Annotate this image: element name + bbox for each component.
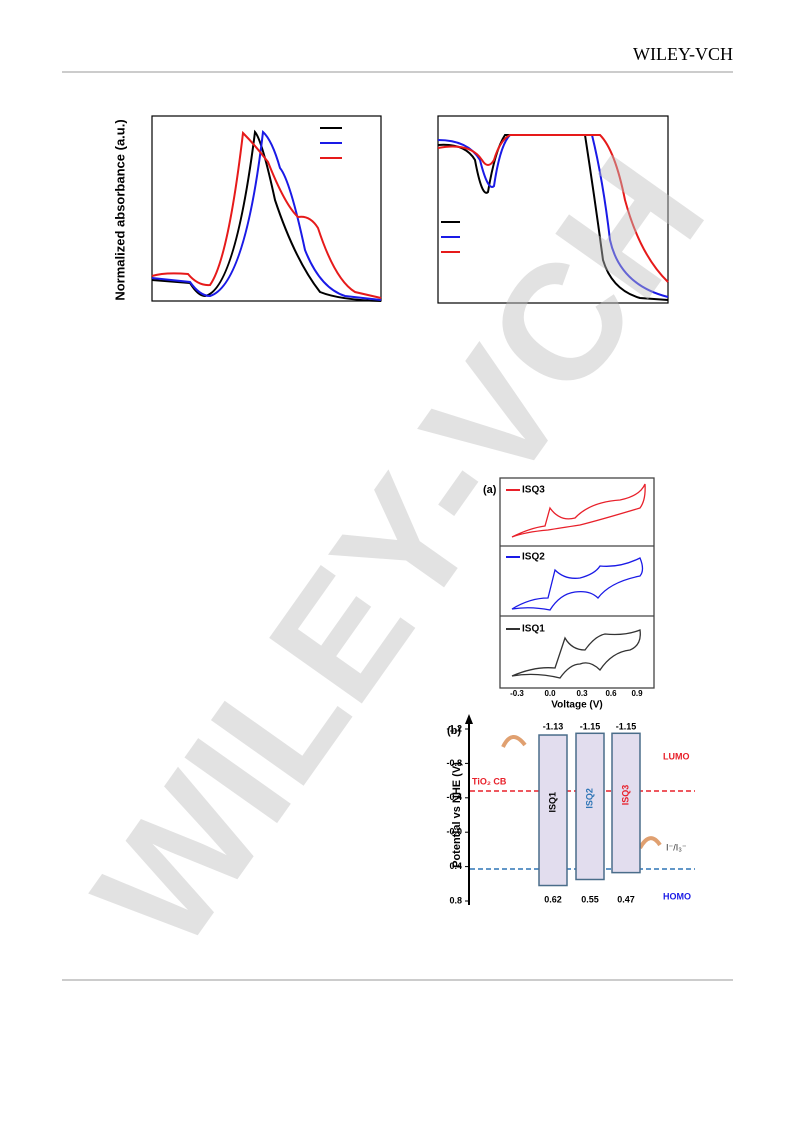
- y-tick-label: 0.8: [449, 895, 462, 905]
- curve-red: [437, 134, 669, 283]
- lumo-label: LUMO: [663, 751, 690, 761]
- cv-curve: [511, 557, 644, 611]
- y-axis-label: Normalized absorbance (a.u.): [112, 119, 127, 300]
- homo-label: HOMO: [663, 891, 691, 901]
- lumo-value: -1.13: [543, 721, 564, 731]
- curve-red: [151, 130, 382, 299]
- y-tick-label: -1.2: [446, 723, 462, 733]
- x-tick-label: -0.3: [510, 689, 524, 698]
- y-tick-label: 0.4: [449, 861, 462, 871]
- panel-label: (b): [447, 725, 461, 737]
- curve-blue: [151, 129, 382, 301]
- energy-bar: [611, 732, 641, 874]
- y-tick-label: -0.4: [446, 792, 462, 802]
- legend-label: ISQ2: [522, 552, 545, 563]
- x-tick-label: 0.0: [544, 689, 556, 698]
- plot-frame: [151, 115, 382, 302]
- dye-label: ISQ2: [584, 788, 594, 809]
- axis-arrow: [465, 714, 473, 724]
- legend-label: ISQ3: [522, 485, 545, 496]
- lumo-value: -1.15: [580, 721, 601, 731]
- electron-arrow: [501, 735, 527, 748]
- curve-blue: [437, 134, 669, 298]
- legend-label: ISQ1: [522, 624, 545, 635]
- header-brand: WILEY-VCH: [633, 44, 733, 64]
- cv-panel: [499, 477, 655, 689]
- x-tick-label: 0.9: [631, 689, 643, 698]
- y-axis-label: Potential vs NHE (V): [451, 762, 463, 868]
- transmittance-plot: [437, 115, 669, 304]
- panel-frame: [499, 477, 655, 689]
- lumo-value: -1.15: [616, 721, 637, 731]
- curve-black: [437, 134, 669, 301]
- tio2-label: TiO₂ CB: [472, 776, 507, 786]
- x-tick-label: 0.6: [605, 689, 617, 698]
- dye-label: ISQ3: [620, 785, 630, 806]
- y-tick-label: -0.0: [446, 827, 462, 837]
- energy-bar: [575, 732, 605, 881]
- panel-label: (a): [483, 484, 497, 496]
- homo-value: 0.62: [544, 894, 562, 904]
- energy-bar: [538, 734, 568, 887]
- electron-arrow: [638, 836, 662, 850]
- cv-curve: [511, 483, 646, 538]
- plot-frame: [437, 115, 669, 304]
- x-tick-label: 0.3: [576, 689, 588, 698]
- redox-label: I⁻/I₃⁻: [666, 842, 687, 852]
- dye-label: ISQ1: [547, 792, 557, 813]
- absorbance-plot: [151, 115, 382, 302]
- cv-curve: [511, 629, 641, 679]
- homo-value: 0.55: [581, 894, 599, 904]
- curve-black: [151, 129, 382, 302]
- x-axis-label: Voltage (V): [551, 700, 602, 711]
- y-tick-label: -0.8: [446, 758, 462, 768]
- homo-value: 0.47: [617, 894, 635, 904]
